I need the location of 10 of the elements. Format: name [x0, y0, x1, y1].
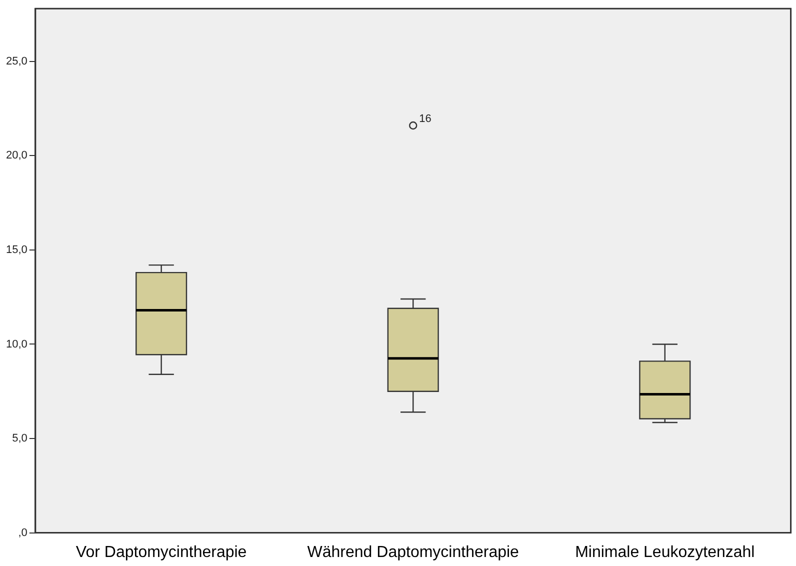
y-tick-label: 15,0: [6, 244, 28, 256]
x-tick-label: Während Daptomycintherapie: [307, 544, 520, 561]
y-tick-label: 5,0: [12, 432, 28, 445]
y-tick-label: 25,0: [6, 55, 28, 68]
x-tick-label: Minimale Leukozytenzahl: [575, 544, 755, 561]
y-tick-label: 10,0: [6, 338, 28, 350]
annotation: 16: [419, 113, 432, 126]
y-tick-label: ,0: [18, 526, 28, 539]
x-tick-label: Vor Daptomycintherapie: [76, 544, 247, 561]
y-tick-label: 20,0: [6, 150, 28, 162]
